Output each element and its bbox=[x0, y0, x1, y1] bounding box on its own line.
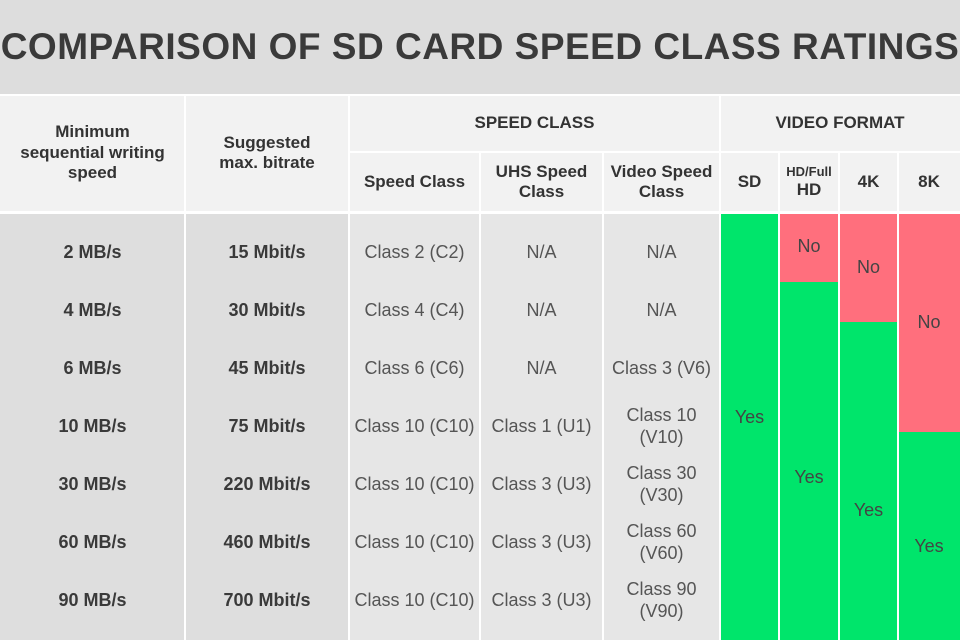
header-hd: HD/Full HD bbox=[779, 152, 839, 212]
divider-3 bbox=[479, 152, 481, 640]
header-speed-class: Speed Class bbox=[349, 152, 480, 212]
cell-min-write: 2 MB/s bbox=[63, 242, 122, 263]
cell-video-speed: Class 60 (V60) bbox=[626, 521, 697, 563]
cell-video-speed: Class 3 (V6) bbox=[611, 358, 712, 379]
cell-bitrate: 45 Mbit/s bbox=[228, 358, 306, 379]
cell-bitrate: 30 Mbit/s bbox=[228, 300, 306, 321]
cell-speed-class: Class 10 (C10) bbox=[354, 590, 475, 611]
cell-bitrate: 15 Mbit/s bbox=[228, 242, 306, 263]
format-no-bar-hd: No bbox=[779, 212, 839, 282]
cell-min-write: 90 MB/s bbox=[58, 590, 127, 611]
column-bitrate bbox=[185, 212, 349, 640]
header-sd: SD bbox=[720, 152, 779, 212]
cell-video-speed: N/A bbox=[646, 242, 677, 263]
format-no-bar-k8: No bbox=[898, 212, 960, 433]
cell-speed-class: Class 10 (C10) bbox=[354, 532, 475, 553]
format-yes-bar-k4: Yes bbox=[839, 322, 898, 640]
divider-8 bbox=[897, 152, 899, 640]
column-min-write bbox=[0, 212, 185, 640]
header-hd-bottom: HD bbox=[796, 179, 822, 199]
cell-uhs: N/A bbox=[526, 300, 557, 321]
cell-uhs: Class 1 (U1) bbox=[491, 416, 592, 437]
cell-bitrate: 220 Mbit/s bbox=[223, 474, 311, 495]
format-yes-bar-hd: Yes bbox=[779, 281, 839, 640]
divider-4 bbox=[602, 152, 604, 640]
cell-video-speed: Class 30 (V30) bbox=[626, 463, 697, 505]
header-speed-class-group: SPEED CLASS bbox=[349, 94, 720, 152]
format-yes-bar-k8: Yes bbox=[898, 432, 960, 640]
header-hd-top: HD/Full bbox=[786, 164, 832, 179]
cell-video-speed: Class 10 (V10) bbox=[626, 405, 697, 447]
format-no-bar-k4: No bbox=[839, 212, 898, 323]
cell-uhs: N/A bbox=[526, 358, 557, 379]
header-min-write: Minimum sequential writing speed bbox=[0, 94, 185, 212]
cell-bitrate: 700 Mbit/s bbox=[223, 590, 311, 611]
cell-min-write: 6 MB/s bbox=[63, 358, 122, 379]
cell-min-write: 60 MB/s bbox=[58, 532, 127, 553]
cell-speed-class: Class 10 (C10) bbox=[354, 416, 475, 437]
header-video-format-group: VIDEO FORMAT bbox=[720, 94, 960, 152]
divider-7 bbox=[838, 152, 840, 640]
cell-min-write: 4 MB/s bbox=[63, 300, 122, 321]
cell-video-speed: N/A bbox=[646, 300, 677, 321]
cell-speed-class: Class 4 (C4) bbox=[364, 300, 465, 321]
column-speed-group bbox=[349, 212, 720, 640]
cell-min-write: 30 MB/s bbox=[58, 474, 127, 495]
cell-uhs: Class 3 (U3) bbox=[491, 532, 592, 553]
divider-5 bbox=[719, 94, 721, 640]
header-video-speed-class: Video Speed Class bbox=[603, 152, 720, 212]
group-divider bbox=[349, 151, 960, 153]
header-bitrate: Suggested max. bitrate bbox=[185, 94, 349, 212]
cell-min-write: 10 MB/s bbox=[58, 416, 127, 437]
page-title: COMPARISON OF SD CARD SPEED CLASS RATING… bbox=[0, 0, 960, 94]
divider-2 bbox=[348, 94, 350, 640]
header-8k: 8K bbox=[898, 152, 960, 212]
cell-uhs: Class 3 (U3) bbox=[491, 590, 592, 611]
cell-bitrate: 75 Mbit/s bbox=[228, 416, 306, 437]
divider-6 bbox=[778, 152, 780, 640]
cell-bitrate: 460 Mbit/s bbox=[223, 532, 311, 553]
cell-speed-class: Class 2 (C2) bbox=[364, 242, 465, 263]
cell-uhs: Class 3 (U3) bbox=[491, 474, 592, 495]
cell-speed-class: Class 6 (C6) bbox=[364, 358, 465, 379]
header-4k: 4K bbox=[839, 152, 898, 212]
format-yes-bar-sd: Yes bbox=[720, 212, 779, 640]
cell-speed-class: Class 10 (C10) bbox=[354, 474, 475, 495]
cell-uhs: N/A bbox=[526, 242, 557, 263]
divider-1 bbox=[184, 94, 186, 640]
header-uhs-speed-class: UHS Speed Class bbox=[480, 152, 603, 212]
cell-video-speed: Class 90 (V90) bbox=[626, 579, 697, 621]
header-bottom-divider bbox=[0, 94, 960, 96]
